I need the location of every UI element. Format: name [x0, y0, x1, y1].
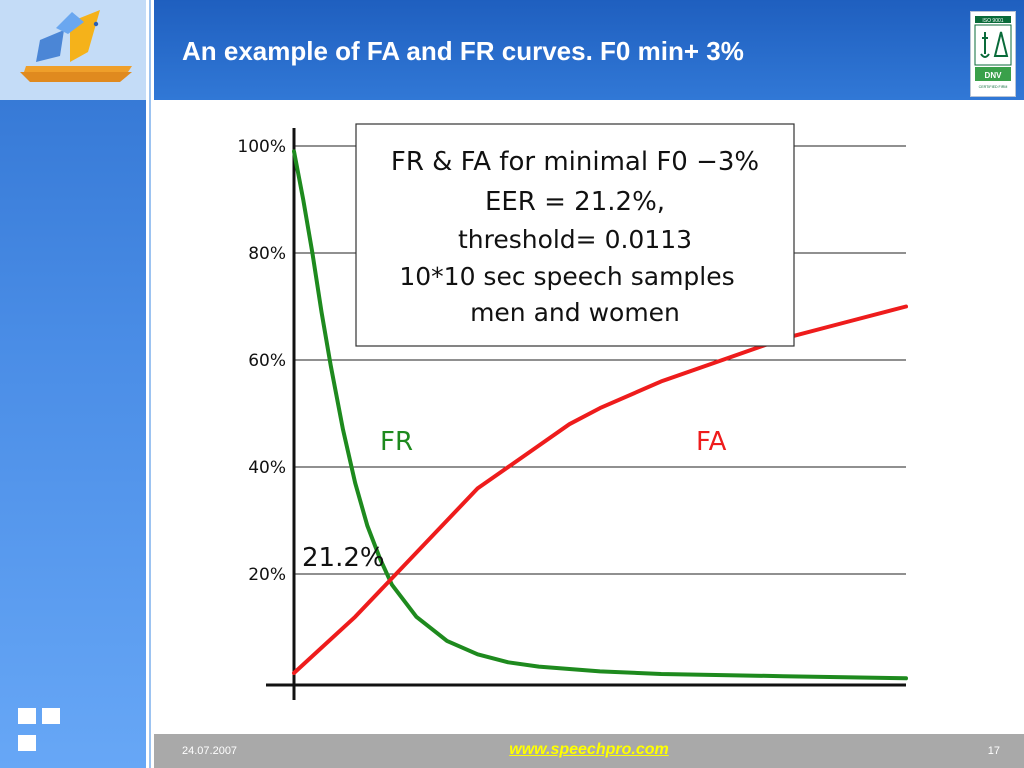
decor-square	[18, 708, 36, 724]
company-logo	[20, 10, 132, 82]
legend-line-3: threshold= 0.0113	[458, 225, 692, 254]
legend-line-5: men and women	[470, 298, 680, 327]
legend-line-1: FR & FA for minimal F0 −3%	[391, 147, 759, 177]
certified-label: CERTIFIED FIRM	[979, 85, 1008, 89]
legend-line-2: EER = 21.2%,	[485, 187, 665, 217]
footer-date: 24.07.2007	[182, 745, 238, 757]
slide-footer: 24.07.2007 www.speechpro.com 17	[154, 734, 1024, 768]
iso-label: ISO 9001	[982, 18, 1003, 24]
sidebar	[0, 0, 146, 768]
legend-box-frame	[355, 123, 795, 347]
dnv-label: DNV	[985, 71, 1003, 80]
axes	[266, 128, 906, 700]
y-tick-label: 40%	[248, 458, 286, 478]
fa-curve	[292, 304, 908, 675]
y-tick-label: 100%	[237, 137, 286, 157]
y-tick-label: 80%	[248, 244, 286, 264]
slide-title: An example of FA and FR curves. F0 min+ …	[182, 36, 744, 66]
y-tick-labels: 100% 80% 60% 40% 20%	[237, 137, 286, 585]
iso-certification-logo: ISO 9001 DNV CERTIFIED FIRM	[970, 11, 1016, 97]
decor-square	[42, 708, 60, 724]
company-logo-panel	[0, 0, 146, 100]
sidebar-divider	[146, 0, 154, 768]
y-tick-label: 60%	[248, 351, 286, 371]
legend-box: FR & FA for minimal F0 −3% EER = 21.2%, …	[355, 123, 795, 347]
fa-series-label: FA	[696, 427, 727, 457]
fa-fr-chart: 100% 80% 60% 40% 20% FR & FA for minimal F0 …	[237, 123, 908, 700]
eer-annotation: 21.2%	[302, 543, 385, 573]
decor-square	[18, 735, 36, 751]
slide-header: An example of FA and FR curves. F0 min+ …	[154, 0, 1024, 100]
fr-series-label: FR	[380, 427, 413, 457]
legend-line-4: 10*10 sec speech samples	[399, 262, 734, 291]
fr-curve	[292, 149, 908, 681]
page-number: 17	[987, 745, 1000, 757]
y-tick-label: 20%	[248, 565, 286, 585]
footer-website-link[interactable]: www.speechpro.com	[509, 741, 669, 758]
